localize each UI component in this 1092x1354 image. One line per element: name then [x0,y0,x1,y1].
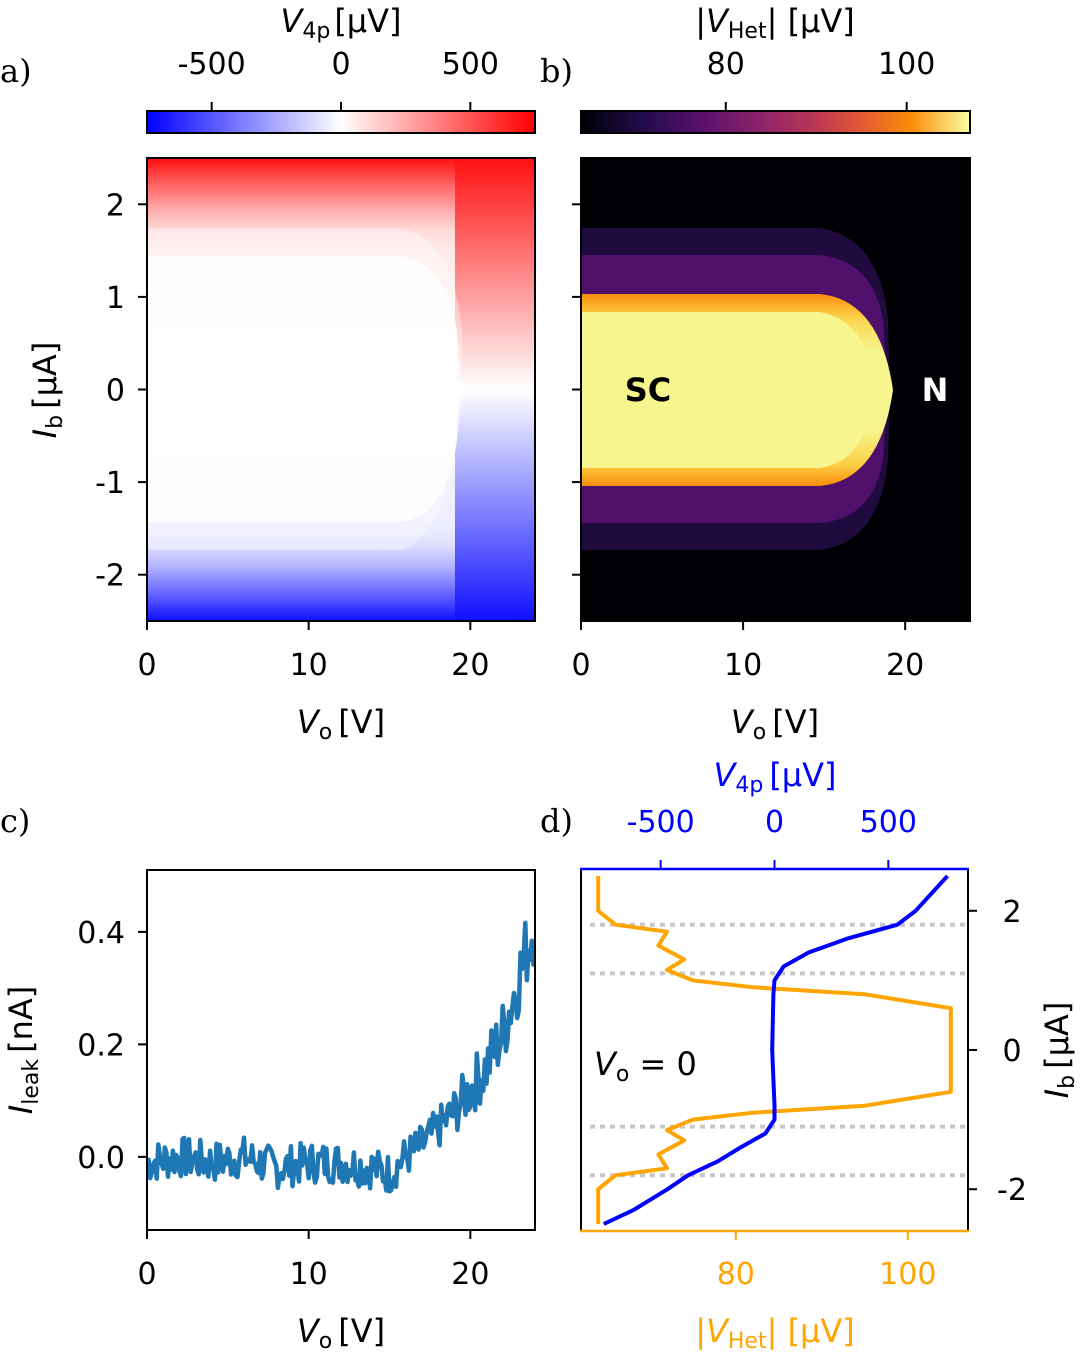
axes-c-yticks: 0.4 0.2 0.0 [77,916,147,1176]
colorbar-a-tick-label: 500 [442,47,499,82]
axes-d-ylabel: Ib[μA] [1038,1002,1080,1099]
axes-a-y-tick-label: -1 [95,466,125,501]
colorbar-a-tick-label: -500 [178,47,246,82]
axes-a-yticks: 2 1 0 -1 -2 [95,188,147,594]
axes-c-frame [146,869,536,1231]
label-n: N [922,371,949,409]
axes-c-y-tick-label: 0.4 [77,916,125,951]
colorbar-b-label: |VHet| [μV] [695,2,855,44]
panel-b: b) 80 100 |VHet| [μV] SC N 0 10 20 Vo [V] [540,2,971,745]
critical-current-guides [590,922,968,1178]
axes-a-x-tick-label: 10 [290,648,328,683]
axes-b-x-tick-label: 20 [886,648,924,683]
vo-zero-annotation: Vo = 0 [594,1045,697,1087]
panel-d: d) -500 0 500 80 100 2 0 -2 Vo = 0 V4p [μV] |V… [540,756,1080,1354]
axes-d-right-tick-label: -2 [997,1173,1027,1208]
axes-d-right-tick-label: 2 [1002,895,1021,930]
colorbar-b-tick-label: 80 [707,47,745,82]
axes-b-x-tick-label: 0 [571,648,590,683]
colorbar-b-ticks: 80 100 [707,47,935,111]
axes-a-x-tick-label: 20 [451,648,489,683]
axes-c-y-tick-label: 0.0 [77,1141,125,1176]
axes-d-right-tick-label: 0 [1002,1034,1021,1069]
axes-a-y-tick-label: -2 [95,559,125,594]
axes-d-top-tick-label: 500 [860,805,917,840]
axes-d-bottom-ticks: 80 100 [717,1231,936,1292]
axes-d-right-ticks: 2 0 -2 [968,895,1027,1208]
axes-b-x-tick-label: 10 [724,648,762,683]
leak-current-line [147,920,535,1194]
label-sc: SC [625,371,672,409]
panel-d-letter: d) [540,802,573,840]
colorbar-a-ticks: -500 0 500 [178,47,499,111]
axes-d-top-ticks: -500 0 500 [627,805,917,869]
v4p-line [602,874,949,1226]
axes-c-x-tick-label: 20 [451,1257,489,1292]
axes-a-ylabel: Ib[μA] [26,342,68,439]
axes-c-xlabel: Vo [V] [297,1312,385,1354]
panel-a-letter: a) [0,52,32,90]
axes-b-xlabel: Vo [V] [731,703,819,745]
axes-a-xticks: 0 10 20 [137,621,489,683]
colorbar-a-tick-label: 0 [331,47,350,82]
axes-d-top-label: V4p [μV] [713,756,836,798]
panel-c-letter: c) [0,802,30,840]
axes-b-xticks: 0 10 20 [571,621,924,683]
axes-d-top-tick-label: 0 [765,805,784,840]
axes-d-bottom-label: |VHet| [μV] [695,1312,855,1354]
axes-a-y-tick-label: 0 [106,374,125,409]
axes-c-x-tick-label: 10 [290,1257,328,1292]
axes-a-x-tick-label: 0 [137,648,156,683]
axes-d-bottom-tick-label: 100 [879,1257,936,1292]
panel-a: a) -500 0 500 V4p [μV] 0 10 20 210-1-2 Vo [V] … [0,2,536,745]
axes-c-xticks: 0 10 20 [137,1230,489,1292]
axes-a-xlabel: Vo [V] [297,703,385,745]
axes-b-yticks [572,203,581,576]
axes-d-bottom-tick-label: 80 [717,1257,755,1292]
axes-c-x-tick-label: 0 [137,1257,156,1292]
heatmap-a [147,158,535,621]
heatmap-b [581,158,970,621]
colorbar-a-label: V4p [μV] [280,2,401,44]
axes-a-y-tick-label: 2 [106,188,125,223]
panel-b-letter: b) [540,52,573,90]
colorbar-b [580,110,971,134]
panel-c: c) 0 10 20 0.4 0.2 0.0 Vo [V] Ileak[nA] [0,802,536,1354]
colorbar-a [146,110,536,134]
axes-c-ylabel: Ileak[nA] [2,986,44,1114]
axes-d-top-tick-label: -500 [627,805,695,840]
colorbar-b-tick-label: 100 [878,47,935,82]
vhet-line [596,876,953,1224]
axes-a-y-tick-label: 1 [106,281,125,316]
axes-c-y-tick-label: 0.2 [77,1028,125,1063]
